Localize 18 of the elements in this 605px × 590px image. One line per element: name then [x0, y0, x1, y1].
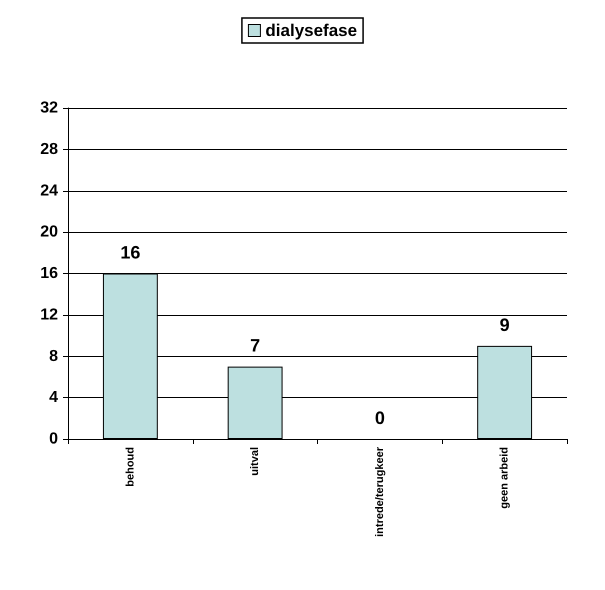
legend-label: dialysefase [265, 21, 358, 40]
y-tick-label: 32 [40, 100, 58, 116]
y-tick-label: 12 [40, 306, 58, 324]
x-tick-label: behoud [124, 447, 136, 487]
y-tick-label: 28 [40, 140, 58, 158]
y-tick-label: 0 [49, 430, 58, 448]
y-tick-label: 24 [40, 182, 58, 200]
x-tick-label: uitval [249, 447, 262, 476]
x-tick-label: intrede/terugkeer [374, 446, 386, 537]
y-tick-label: 4 [49, 389, 58, 406]
y-tick-label: 8 [49, 348, 58, 365]
data-label: 16 [120, 242, 140, 262]
data-label: 0 [374, 408, 385, 428]
y-tick-label: 20 [40, 224, 58, 241]
x-tick-label: geen arbeid [498, 447, 511, 509]
data-label: 9 [500, 314, 510, 335]
y-tick-label: 16 [40, 265, 58, 282]
data-label: 7 [250, 336, 260, 356]
